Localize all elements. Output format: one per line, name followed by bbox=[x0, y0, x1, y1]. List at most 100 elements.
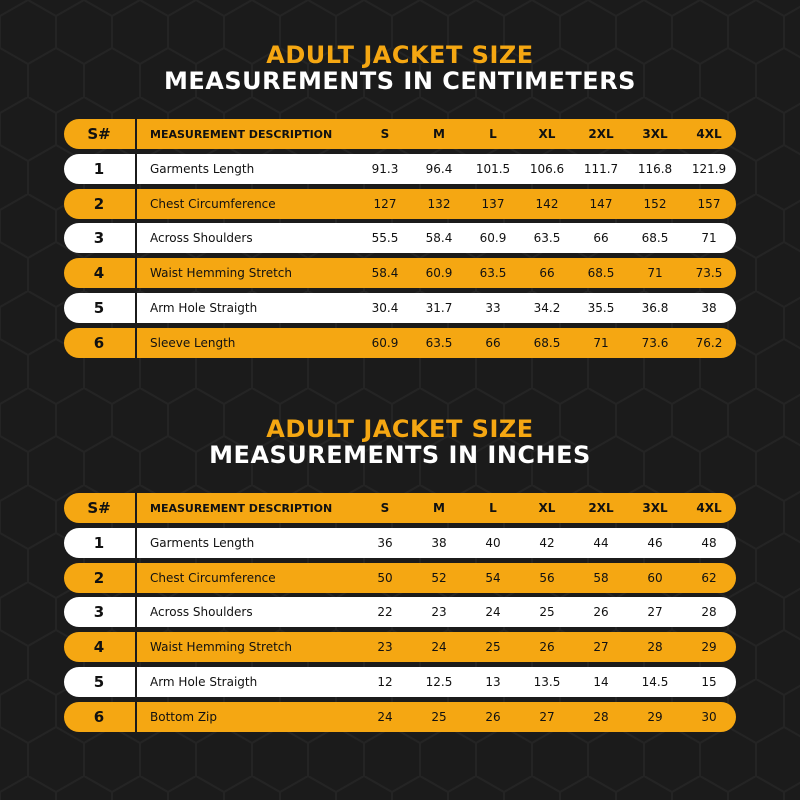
row-value: 38 bbox=[701, 301, 717, 315]
row-value: 137 bbox=[481, 196, 505, 211]
row-value: 34.2 bbox=[533, 301, 561, 315]
table-header-row: S# MEASUREMENT DESCRIPTION S M L XL 2XL 3XL 4XL bbox=[64, 493, 736, 523]
column-divider bbox=[135, 119, 137, 358]
row-description: Arm Hole Straigth bbox=[150, 301, 258, 315]
header-num: S# bbox=[87, 125, 111, 143]
row-value: 54 bbox=[485, 570, 501, 585]
row-value: 71 bbox=[593, 335, 609, 350]
inch-title: ADULT JACKET SIZE MEASUREMENTS IN INCHES bbox=[0, 416, 800, 468]
row-value: 68.5 bbox=[533, 335, 561, 350]
row-value: 25 bbox=[485, 640, 501, 655]
row-value: 29 bbox=[647, 709, 663, 724]
row-value: 28 bbox=[701, 605, 717, 620]
header-size: 4XL bbox=[696, 501, 722, 515]
row-value: 58 bbox=[593, 570, 609, 585]
row-value: 63.5 bbox=[425, 335, 453, 350]
row-value: 60.9 bbox=[425, 266, 453, 281]
row-description: Sleeve Length bbox=[150, 335, 236, 350]
row-value: 12.5 bbox=[425, 675, 453, 689]
table-row: 4 Waist Hemming Stretch 58.4 60.9 63.5 66 68.5… bbox=[64, 258, 736, 289]
row-number: 5 bbox=[93, 299, 105, 317]
table-row: 1 Garments Length 36 38 40 42 44 46 48 bbox=[64, 527, 736, 558]
row-value: 12 bbox=[377, 675, 393, 689]
row-value: 91.3 bbox=[371, 161, 399, 176]
row-value: 33 bbox=[485, 301, 501, 315]
row-value: 63.5 bbox=[479, 266, 507, 281]
table-row: 6 Sleeve Length 60.9 63.5 66 68.5 71 73.6 76.2 bbox=[64, 327, 736, 358]
header-size: L bbox=[489, 127, 497, 141]
table-header-row: S# MEASUREMENT DESCRIPTION S M L XL 2XL 3XL 4XL bbox=[64, 119, 736, 149]
row-value: 31.7 bbox=[425, 301, 453, 315]
row-value: 38 bbox=[431, 535, 447, 550]
row-value: 127 bbox=[373, 196, 397, 211]
row-value: 27 bbox=[539, 709, 555, 724]
row-value: 14 bbox=[593, 675, 609, 689]
row-value: 25 bbox=[431, 709, 447, 724]
row-value: 132 bbox=[427, 196, 451, 211]
row-value: 60 bbox=[647, 570, 663, 585]
row-value: 55.5 bbox=[371, 231, 399, 246]
row-value: 71 bbox=[647, 266, 663, 281]
row-value: 26 bbox=[539, 640, 555, 655]
header-size: L bbox=[489, 501, 497, 515]
header-size: 3XL bbox=[642, 501, 668, 515]
cm-title-line2: MEASUREMENTS IN CENTIMETERS bbox=[164, 67, 636, 95]
row-value: 44 bbox=[593, 535, 609, 550]
row-number: 1 bbox=[93, 533, 105, 552]
header-size: S bbox=[380, 127, 390, 141]
row-description: Waist Hemming Stretch bbox=[150, 266, 292, 281]
row-value: 24 bbox=[377, 709, 393, 724]
row-description: Across Shoulders bbox=[150, 231, 253, 246]
cm-section: ADULT JACKET SIZE MEASUREMENTS IN CENTIM… bbox=[0, 42, 800, 94]
table-row: 6 Bottom Zip 24 25 26 27 28 29 30 bbox=[64, 701, 736, 732]
row-description: Waist Hemming Stretch bbox=[150, 640, 292, 655]
row-description: Bottom Zip bbox=[150, 709, 218, 724]
row-value: 76.2 bbox=[695, 335, 723, 350]
row-number: 1 bbox=[93, 159, 105, 178]
row-value: 28 bbox=[647, 640, 663, 655]
row-value: 157 bbox=[697, 196, 721, 211]
cm-title: ADULT JACKET SIZE MEASUREMENTS IN CENTIM… bbox=[0, 42, 800, 94]
table-row: 3 Across Shoulders 55.5 58.4 60.9 63.5 66 68.5 7… bbox=[64, 223, 736, 254]
table-row: 2 Chest Circumference 50 52 54 56 58 60 62 bbox=[64, 562, 736, 593]
row-value: 71 bbox=[701, 231, 717, 246]
row-value: 68.5 bbox=[641, 231, 669, 246]
row-value: 30.4 bbox=[371, 301, 399, 315]
header-size: XL bbox=[538, 501, 556, 515]
row-value: 26 bbox=[485, 709, 501, 724]
row-value: 63.5 bbox=[533, 231, 561, 246]
inch-title-line2: MEASUREMENTS IN INCHES bbox=[209, 441, 591, 469]
row-value: 73.6 bbox=[641, 335, 669, 350]
header-size: M bbox=[433, 127, 445, 141]
row-value: 62 bbox=[701, 570, 717, 585]
row-number: 6 bbox=[93, 333, 105, 352]
header-size: 3XL bbox=[642, 127, 668, 141]
table-row: 2 Chest Circumference 127 132 137 142 147 152 15… bbox=[64, 188, 736, 219]
row-value: 36.8 bbox=[641, 301, 669, 315]
header-description: MEASUREMENT DESCRIPTION bbox=[150, 127, 333, 141]
row-value: 58.4 bbox=[371, 266, 399, 281]
row-value: 40 bbox=[485, 535, 501, 550]
row-value: 27 bbox=[647, 605, 663, 620]
table-row: 3 Across Shoulders 22 23 24 25 26 27 28 bbox=[64, 597, 736, 628]
row-description: Arm Hole Straigth bbox=[150, 675, 258, 689]
row-value: 26 bbox=[593, 605, 609, 620]
table-row: 4 Waist Hemming Stretch 23 24 25 26 27 28 29 bbox=[64, 632, 736, 663]
row-number: 2 bbox=[93, 194, 105, 213]
header-size: XL bbox=[538, 127, 556, 141]
table-row: 5 Arm Hole Straigth 30.4 31.7 33 34.2 35.5 36.8… bbox=[64, 293, 736, 323]
row-value: 101.5 bbox=[475, 161, 511, 176]
row-value: 13 bbox=[485, 675, 501, 689]
header-size: M bbox=[433, 501, 445, 515]
row-value: 68.5 bbox=[587, 266, 615, 281]
row-value: 142 bbox=[535, 196, 559, 211]
row-value: 121.9 bbox=[691, 161, 727, 176]
row-value: 24 bbox=[431, 640, 447, 655]
row-value: 111.7 bbox=[583, 161, 619, 176]
row-value: 29 bbox=[701, 640, 717, 655]
row-value: 56 bbox=[539, 570, 555, 585]
row-description: Across Shoulders bbox=[150, 605, 253, 620]
row-value: 35.5 bbox=[587, 301, 615, 315]
table-row: 5 Arm Hole Straigth 12 12.5 13 13.5 14 14.5 15 bbox=[64, 667, 736, 697]
row-value: 96.4 bbox=[425, 161, 453, 176]
